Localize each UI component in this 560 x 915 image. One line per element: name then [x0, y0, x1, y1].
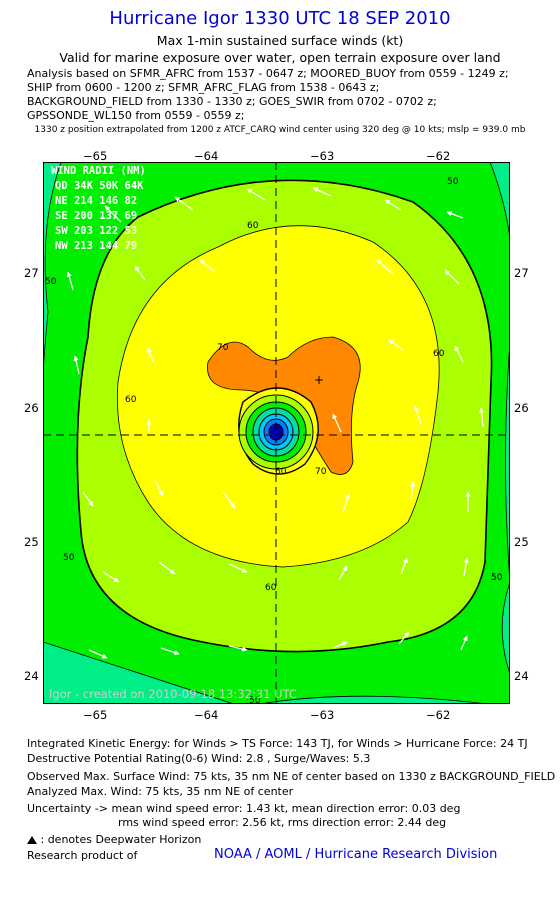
lat-tick-right: 25 [514, 535, 529, 549]
deepwater-note: : denotes Deepwater Horizon [27, 833, 201, 846]
contour-label: 50 [249, 696, 261, 704]
analysis-line-3: BACKGROUND_FIELD from 1330 - 1330 z; GOE… [27, 95, 437, 108]
contour-label: 60 [247, 221, 259, 231]
lon-tick-bottom: −65 [83, 708, 108, 722]
contour-label: 60 [125, 395, 137, 405]
lon-tick-top: −65 [83, 149, 108, 163]
wind-field-map: + WIND RADII (NM) QD 34K 50K 64K NE 214 … [43, 162, 510, 704]
dpr-line: Destructive Potential Rating(0-6) Wind: … [27, 752, 371, 765]
contour-label: 50 [491, 573, 503, 583]
analysis-line-1: Analysis based on SFMR_AFRC from 1537 - … [27, 67, 509, 80]
observed-line: Observed Max. Surface Wind: 75 kts, 35 n… [27, 770, 556, 783]
lon-tick-top: −63 [310, 149, 335, 163]
deepwater-icon [27, 836, 37, 844]
page-title: Hurricane Igor 1330 UTC 18 SEP 2010 [109, 8, 451, 29]
noaa-link[interactable]: NOAA / AOML / Hurricane Research Divisio… [214, 847, 498, 862]
contour-labels: 60 60 60 60 60 70 70 50 50 50 50 50 [45, 177, 503, 704]
contour-label: 60 [265, 583, 277, 593]
contour-label: 70 [315, 467, 327, 477]
lon-tick-bottom: −62 [426, 708, 451, 722]
position-note: 1330 z position extrapolated from 1200 z… [34, 125, 526, 135]
contour-label: 70 [217, 343, 229, 353]
lat-tick-left: 25 [24, 535, 39, 549]
map-frame [43, 162, 510, 704]
lon-tick-top: −64 [194, 149, 219, 163]
plus-marker: + [314, 373, 324, 387]
credit-line: Igor - created on 2010-09-18 13:32:31 UT… [49, 687, 297, 701]
lat-tick-right: 27 [514, 266, 529, 280]
lat-tick-left: 27 [24, 266, 39, 280]
analysis-line-2: SHIP from 0600 - 1200 z; SFMR_AFRC_FLAG … [27, 81, 380, 94]
contour-label: 60 [433, 349, 445, 359]
research-label: Research product of [27, 849, 138, 862]
lat-tick-left: 24 [24, 669, 39, 683]
lat-tick-right: 24 [514, 669, 529, 683]
wind-radii-row: SE 200 137 69 [55, 210, 137, 222]
contour-label: 50 [63, 553, 75, 563]
wind-radii-row: NW 213 144 79 [55, 240, 137, 252]
wind-radii-cols: QD 34K 50K 64K [55, 180, 144, 192]
ike-line: Integrated Kinetic Energy: for Winds > T… [27, 737, 528, 750]
valid-line: Valid for marine exposure over water, op… [59, 50, 501, 65]
wind-radii-row: NE 214 146 82 [55, 195, 137, 207]
wind-radii-header: WIND RADII (NM) [51, 165, 146, 177]
lat-tick-left: 26 [24, 401, 39, 415]
analyzed-line: Analyzed Max. Wind: 75 kts, 35 nm NE of … [27, 785, 294, 798]
deepwater-text: : denotes Deepwater Horizon [40, 833, 202, 846]
lon-tick-bottom: −64 [194, 708, 219, 722]
contour-label: 50 [447, 177, 459, 187]
subtitle: Max 1-min sustained surface winds (kt) [156, 33, 404, 48]
uncertainty-line-1: Uncertainty -> mean wind speed error: 1.… [27, 802, 461, 815]
lon-tick-bottom: −63 [310, 708, 335, 722]
analysis-line-4: GPSSONDE_WL150 from 0559 - 0559 z; [27, 109, 245, 122]
contour-label: 50 [45, 277, 57, 287]
lon-tick-top: −62 [426, 149, 451, 163]
wind-radii-table: WIND RADII (NM) QD 34K 50K 64K NE 214 14… [51, 165, 146, 252]
contour-label: 60 [275, 467, 287, 477]
wind-vectors [66, 187, 485, 659]
uncertainty-line-2: rms wind speed error: 2.56 kt, rms direc… [118, 816, 447, 829]
lat-tick-right: 26 [514, 401, 529, 415]
wind-radii-row: SW 203 122 53 [55, 225, 137, 237]
